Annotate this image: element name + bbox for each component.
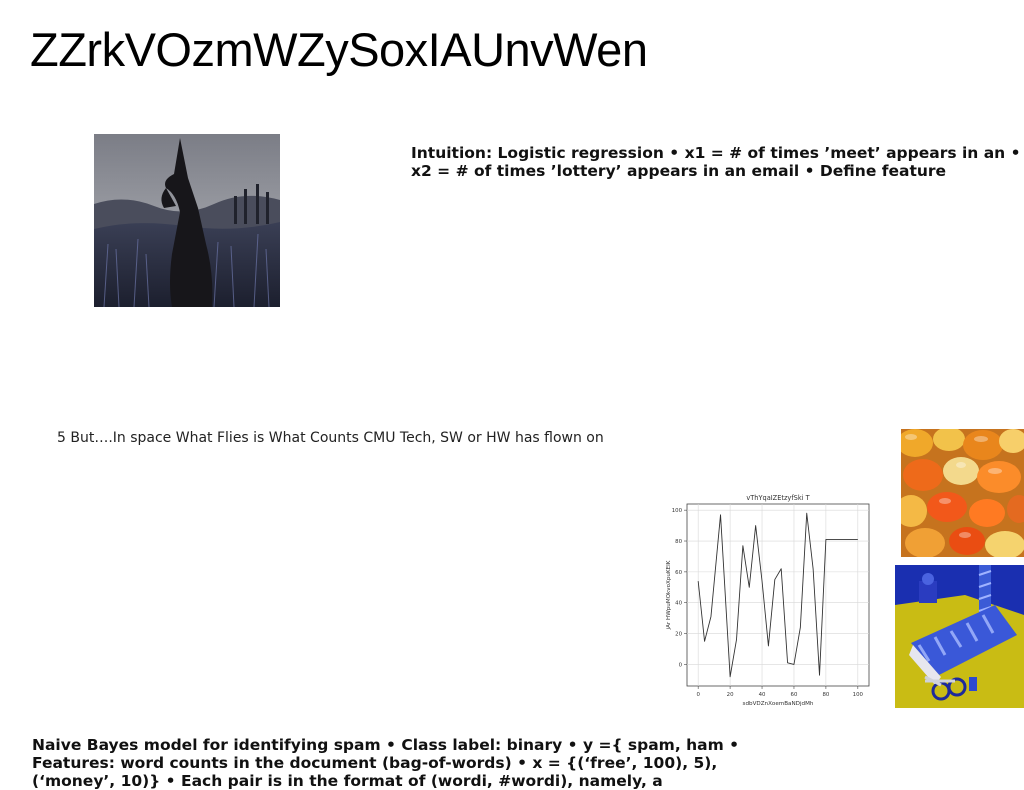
y-tick-label: 20 (675, 632, 682, 638)
line-chart: 0 20 40 60 80 100 0 20 40 60 80 100 vThYqaIZEtzyfSk… (660, 489, 874, 710)
slide-caption: 5 But….In space What Flies is What Count… (57, 430, 604, 446)
x-tick-label: 20 (727, 692, 734, 698)
y-tick-label: 60 (675, 570, 682, 576)
axis-ticks: 0 20 40 60 80 100 0 20 40 60 80 100 (672, 508, 864, 698)
x-tick-label: 100 (853, 692, 864, 698)
x-tick-label: 40 (759, 692, 766, 698)
grid-lines (687, 504, 869, 686)
x-tick-label: 80 (822, 692, 829, 698)
chart-title: vThYqaIZEtzyfSki T (746, 494, 810, 502)
y-tick-label: 80 (675, 539, 682, 545)
orange-peppers-photo (901, 429, 1024, 557)
witch-silhouette-photo (94, 134, 280, 307)
line-chart-svg: 0 20 40 60 80 100 0 20 40 60 80 100 vThYqaIZEtzyfSk… (666, 494, 870, 707)
x-tick-label: 60 (791, 692, 798, 698)
y-tick-label: 40 (675, 601, 682, 607)
plot-frame (686, 503, 870, 687)
slide-title: ZZrkVOzmWZySoxIAUnvWen (30, 23, 648, 76)
series-layer (697, 512, 858, 678)
y-axis-label: jAr HWpuMOkvoXpuKEIK (666, 560, 672, 630)
bottom-text: Naive Bayes model for identifying spam •… (32, 736, 740, 790)
intro-text: Intuition: Logistic regression • x1 = # … (411, 144, 1021, 180)
y-tick-label: 100 (672, 508, 683, 514)
y-tick-label: 0 (679, 662, 683, 668)
x-tick-label: 0 (696, 692, 700, 698)
x-axis-label: sdbVDZnXoemBaNDjdMh (743, 701, 814, 707)
blue-gift-scissors-photo (895, 565, 1024, 708)
series-line-1 (697, 512, 858, 678)
